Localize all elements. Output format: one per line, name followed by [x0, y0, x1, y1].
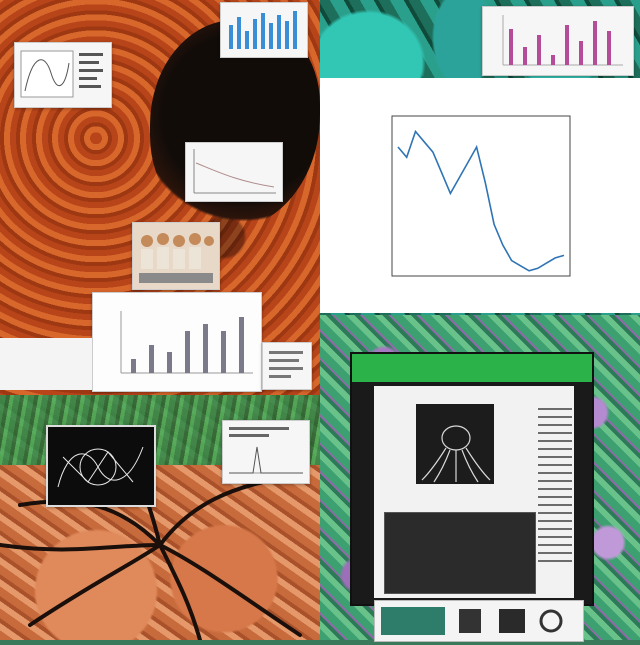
bar: [149, 345, 154, 373]
dark-diagram-card: [46, 425, 156, 507]
mini-chart-card: [14, 42, 112, 108]
bar: [185, 331, 190, 373]
series-line: [397, 129, 565, 272]
dark-viewer: [384, 512, 536, 594]
monitor-screen: [350, 352, 594, 606]
mini-line-plot: [20, 50, 103, 98]
thumbnail-row: [381, 607, 563, 635]
spike-plot: [229, 427, 303, 474]
group-photo: [139, 233, 214, 283]
brown-tendril-quadrant: [0, 395, 320, 640]
scatter-card: [185, 142, 283, 202]
screen-page: [374, 386, 574, 598]
grouped-bar-chart: [120, 311, 253, 374]
text-column: [538, 408, 572, 568]
blue-bars-plot: [229, 11, 297, 49]
screen-header-bar: [352, 354, 592, 382]
photo-card: [132, 222, 220, 290]
plot-frame: [391, 115, 571, 277]
scatter-plot: [193, 149, 276, 194]
main-line-chart: [320, 78, 640, 313]
line-chart-svg: [391, 115, 571, 277]
bar: [131, 359, 136, 373]
bar: [239, 317, 244, 373]
side-note-card: [262, 342, 312, 390]
bottom-thumbnail-strip: [374, 600, 584, 642]
side-note-lines: [269, 351, 303, 378]
specimen-drawing: [421, 425, 491, 483]
spike-chart-card: [222, 420, 310, 484]
dark-diagram: [57, 446, 144, 488]
caption-box: [0, 338, 92, 390]
pink-bars-plot: [502, 15, 623, 66]
bar: [167, 352, 172, 373]
blue-bars-card: [220, 2, 308, 58]
grouped-bar-card: [92, 292, 262, 392]
bar: [203, 324, 208, 373]
bar: [221, 331, 226, 373]
specimen-image: [416, 404, 494, 484]
pink-bars-card: [482, 6, 634, 76]
